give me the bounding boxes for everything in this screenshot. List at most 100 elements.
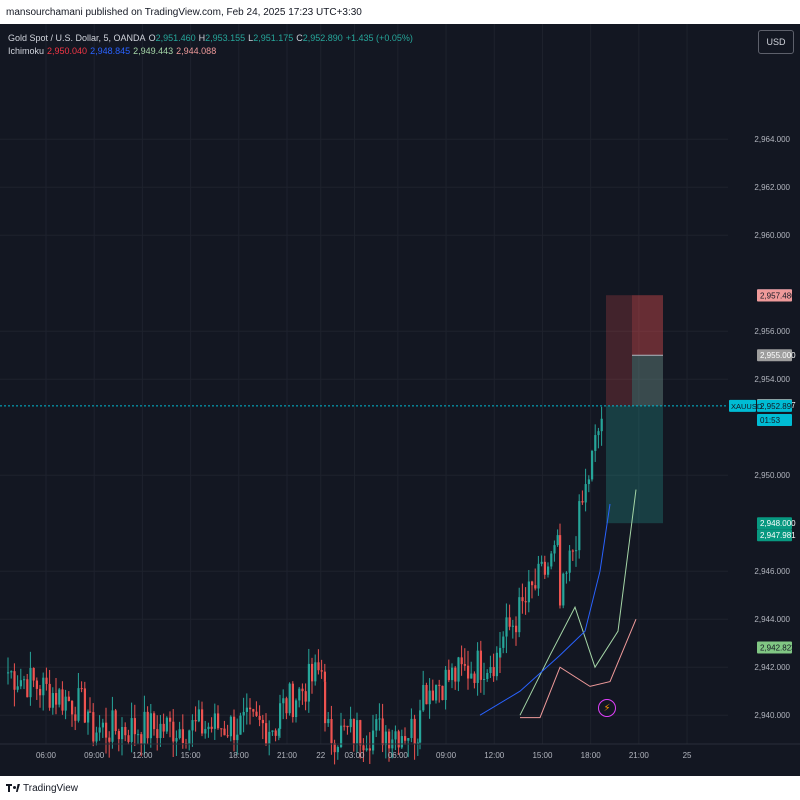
- candle-body: [400, 736, 403, 748]
- candle-body: [518, 597, 521, 633]
- candle-body: [388, 731, 391, 749]
- price-tick-label: 2,944.000: [754, 615, 790, 624]
- currency-button[interactable]: USD: [758, 30, 794, 54]
- candle-body: [201, 709, 204, 734]
- candle-body: [425, 684, 428, 705]
- candle-body: [311, 663, 314, 682]
- time-tick-label: 22: [316, 751, 325, 760]
- low-label: L: [248, 33, 254, 43]
- price-chart[interactable]: 2,964.000 2,962.000 2,960.000 2,956.000 2,95…: [0, 24, 800, 776]
- candle-body: [584, 484, 587, 503]
- candle-body: [521, 597, 524, 602]
- candle-body: [156, 729, 159, 739]
- candle-body: [447, 669, 450, 681]
- candle-body: [242, 711, 245, 716]
- candle-body: [194, 720, 197, 722]
- candle-body: [295, 700, 298, 718]
- candle-body: [333, 743, 336, 753]
- candle-body: [320, 670, 323, 672]
- candle-body: [282, 698, 285, 704]
- candle-body: [32, 667, 35, 681]
- candle-body: [476, 650, 479, 683]
- price-tick-label: 2,940.000: [754, 711, 790, 720]
- high-label: H: [198, 33, 206, 43]
- candle-body: [175, 738, 178, 742]
- candle-body: [359, 720, 362, 746]
- price-label: 2,952.890: [760, 402, 796, 411]
- lightning-icon[interactable]: ⚡: [598, 699, 616, 717]
- candle-body: [13, 671, 16, 690]
- candle-body: [397, 731, 400, 748]
- candle-body: [413, 718, 416, 744]
- candle-body: [479, 650, 482, 680]
- candle-body: [83, 688, 86, 723]
- candle-body: [492, 667, 495, 677]
- candle-body: [87, 711, 90, 723]
- candle-body: [575, 550, 578, 552]
- price-tick-label: 2,954.000: [754, 375, 790, 384]
- candle-body: [508, 617, 511, 627]
- candle-body: [441, 685, 444, 700]
- price-label: 2,955.000: [760, 351, 796, 360]
- candle-body: [98, 727, 101, 733]
- indicator-name[interactable]: Ichimoku: [8, 46, 45, 56]
- candle-body: [252, 709, 255, 712]
- candle-body: [261, 719, 264, 724]
- candle-body: [143, 711, 146, 745]
- price-label: 2,957.486: [760, 292, 796, 301]
- candle-body: [291, 683, 294, 718]
- candle-body: [502, 636, 505, 648]
- candle-body: [372, 730, 375, 751]
- candle-body: [271, 730, 274, 732]
- candle-body: [74, 714, 77, 721]
- candle-body: [239, 715, 242, 735]
- candle-body: [438, 684, 441, 686]
- candle-body: [407, 738, 410, 741]
- candle-body: [381, 718, 384, 746]
- candle-body: [524, 601, 527, 603]
- candle-body: [307, 663, 310, 702]
- time-tick-label: 15:00: [181, 751, 202, 760]
- ichimoku-span-a: [519, 489, 637, 716]
- candle-body: [165, 717, 168, 732]
- candle-body: [117, 731, 120, 740]
- symbol-description[interactable]: Gold Spot / U.S. Dollar, 5, OANDA: [8, 33, 146, 43]
- candle-body: [42, 677, 45, 696]
- candle-body: [220, 728, 223, 730]
- candle-body: [7, 672, 10, 674]
- chart-area[interactable]: 2,964.000 2,962.000 2,960.000 2,956.000 2,95…: [0, 24, 800, 776]
- candle-body: [568, 550, 571, 573]
- candle-body: [23, 679, 26, 681]
- time-tick-label: 09:00: [84, 751, 105, 760]
- candle-body: [95, 732, 98, 742]
- published-info: mansourchamani published on TradingView.…: [6, 6, 362, 18]
- candle-body: [61, 689, 64, 711]
- price-label-bg: [757, 289, 792, 302]
- candle-body: [159, 723, 162, 739]
- candle-body: [105, 722, 108, 738]
- candle-body: [451, 667, 454, 681]
- price-tick-label: 2,946.000: [754, 567, 790, 576]
- candle-body: [153, 713, 156, 730]
- open-label: O: [148, 33, 156, 43]
- price-label: 2,948.000: [760, 519, 796, 528]
- candle-body: [258, 715, 261, 720]
- candle-body: [124, 726, 127, 736]
- time-tick-label: 18:00: [229, 751, 250, 760]
- candle-body: [71, 700, 74, 715]
- candle-body: [255, 711, 258, 716]
- ichimoku-tenkan-value: 2,950.040: [47, 46, 88, 56]
- time-tick-label: 12:00: [132, 751, 153, 760]
- chart-legend: Gold Spot / U.S. Dollar, 5, OANDA O 2,951…: [8, 32, 413, 58]
- candle-body: [249, 707, 252, 710]
- candle-body: [540, 561, 543, 564]
- candle-body: [454, 667, 457, 682]
- price-label-bg: [757, 349, 792, 362]
- candle-body: [346, 725, 349, 728]
- candle-body: [416, 742, 419, 744]
- candle-body: [571, 550, 574, 552]
- candle-body: [92, 712, 95, 742]
- candle-body: [58, 689, 61, 705]
- candle-body: [444, 669, 447, 700]
- candle-body: [265, 723, 268, 744]
